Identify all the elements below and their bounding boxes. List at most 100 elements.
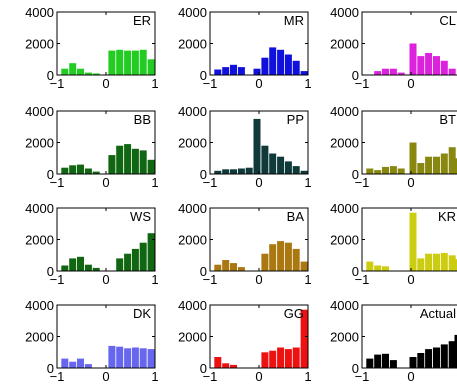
bar-ba-3 bbox=[237, 267, 245, 271]
y-tick-label: 2000 bbox=[25, 136, 54, 151]
bar-bb-4 bbox=[92, 171, 100, 174]
bar-bb-7 bbox=[124, 144, 132, 174]
x-tick-label: −1 bbox=[203, 272, 218, 287]
x-tick-label: 0 bbox=[102, 272, 109, 287]
y-tick-label: 4000 bbox=[25, 298, 54, 313]
bar-ba-9 bbox=[300, 261, 308, 271]
bar-bt-6 bbox=[417, 163, 425, 174]
bar-ws-4 bbox=[92, 267, 100, 271]
bar-bt-11 bbox=[454, 158, 457, 175]
bar-bt-4 bbox=[397, 168, 405, 174]
bar-ws-0 bbox=[61, 265, 69, 271]
bar-bt-8 bbox=[433, 156, 440, 174]
y-tick-label: 2000 bbox=[25, 37, 54, 52]
y-tick-label: 2000 bbox=[178, 233, 207, 248]
y-tick-label: 2000 bbox=[330, 330, 359, 345]
bar-actual-5 bbox=[417, 353, 425, 368]
x-tick-label: 1 bbox=[304, 76, 311, 91]
bar-cl-2 bbox=[389, 68, 397, 75]
x-tick-label: 0 bbox=[255, 369, 262, 384]
bar-mr-5 bbox=[261, 57, 269, 75]
y-tick-label: 2000 bbox=[178, 330, 207, 345]
panel-title: PP bbox=[287, 112, 304, 127]
bar-gg-7 bbox=[292, 347, 300, 368]
bar-pp-2 bbox=[230, 169, 237, 174]
bar-cl-7 bbox=[433, 56, 440, 75]
bar-kr-5 bbox=[425, 253, 433, 271]
x-tick-label: −1 bbox=[50, 76, 65, 91]
bar-er-3 bbox=[84, 72, 92, 75]
bar-gg-2 bbox=[230, 364, 237, 368]
y-tick-label: 0 bbox=[352, 361, 359, 376]
bar-gg-8 bbox=[300, 309, 308, 368]
bar-kr-3 bbox=[409, 212, 417, 271]
bar-kr-1 bbox=[374, 265, 382, 271]
panel-title: MR bbox=[284, 13, 304, 28]
bar-pp-8 bbox=[277, 156, 285, 174]
x-tick-label: 0 bbox=[255, 76, 262, 91]
bar-er-10 bbox=[147, 59, 155, 76]
x-tick-label: −1 bbox=[203, 76, 218, 91]
y-tick-label: 0 bbox=[352, 264, 359, 279]
bar-actual-4 bbox=[409, 357, 417, 368]
y-tick-label: 2000 bbox=[25, 330, 54, 345]
y-tick-label: 4000 bbox=[178, 201, 207, 216]
y-tick-label: 2000 bbox=[330, 136, 359, 151]
panel-title: BB bbox=[134, 112, 151, 127]
bar-bt-1 bbox=[374, 170, 382, 174]
bar-er-1 bbox=[69, 63, 77, 75]
bar-cl-4 bbox=[409, 43, 417, 75]
x-tick-label: −1 bbox=[355, 175, 370, 190]
panel-title: BA bbox=[287, 209, 305, 224]
panel-bt: −101020004000BT bbox=[330, 104, 457, 190]
bar-bt-0 bbox=[366, 168, 374, 174]
bar-mr-6 bbox=[269, 47, 277, 75]
bar-gg-0 bbox=[214, 357, 222, 368]
bar-bb-9 bbox=[139, 150, 147, 174]
bar-ws-2 bbox=[77, 256, 84, 271]
bar-bb-0 bbox=[61, 167, 69, 174]
bar-actual-9 bbox=[448, 341, 456, 368]
x-tick-label: 0 bbox=[102, 369, 109, 384]
y-tick-label: 0 bbox=[200, 264, 207, 279]
bar-actual-3 bbox=[389, 360, 397, 368]
bar-ws-7 bbox=[131, 248, 139, 271]
x-tick-label: 0 bbox=[407, 369, 414, 384]
y-tick-label: 0 bbox=[47, 68, 54, 83]
x-tick-label: −1 bbox=[203, 369, 218, 384]
bar-pp-6 bbox=[261, 145, 269, 174]
bar-bt-7 bbox=[425, 156, 433, 174]
bar-cl-6 bbox=[425, 53, 433, 75]
bar-kr-0 bbox=[366, 261, 374, 271]
bar-actual-2 bbox=[382, 353, 389, 368]
x-tick-label: −1 bbox=[355, 272, 370, 287]
x-tick-label: −1 bbox=[50, 369, 65, 384]
bar-ws-6 bbox=[124, 253, 132, 271]
bar-er-5 bbox=[108, 50, 116, 75]
bar-cl-1 bbox=[382, 68, 389, 75]
bar-bt-5 bbox=[409, 142, 417, 174]
bar-bt-2 bbox=[382, 166, 389, 174]
bar-bb-1 bbox=[69, 165, 77, 174]
bar-er-2 bbox=[77, 68, 84, 75]
panel-title: WS bbox=[130, 209, 151, 224]
bar-dk-0 bbox=[61, 358, 69, 368]
bar-cl-9 bbox=[448, 68, 456, 75]
panel-title: ER bbox=[133, 13, 151, 28]
bar-kr-7 bbox=[440, 252, 448, 271]
bar-ba-5 bbox=[269, 244, 277, 271]
y-tick-label: 4000 bbox=[330, 104, 359, 119]
y-tick-label: 4000 bbox=[178, 5, 207, 20]
bar-bb-3 bbox=[84, 168, 92, 174]
y-tick-label: 4000 bbox=[330, 5, 359, 20]
bar-gg-6 bbox=[284, 349, 292, 368]
bar-actual-10 bbox=[454, 334, 457, 368]
y-tick-label: 2000 bbox=[330, 233, 359, 248]
bar-actual-0 bbox=[366, 358, 374, 368]
bar-gg-5 bbox=[277, 347, 285, 368]
bar-cl-8 bbox=[440, 60, 448, 75]
x-tick-label: −1 bbox=[50, 272, 65, 287]
